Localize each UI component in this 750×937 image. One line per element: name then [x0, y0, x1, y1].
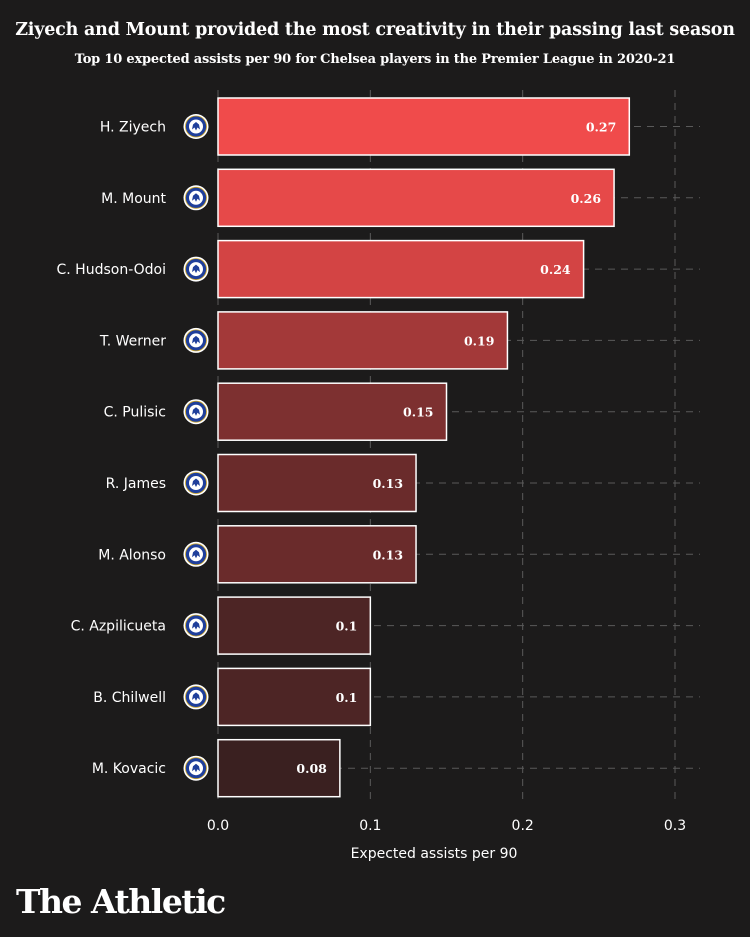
category-label: B. Chilwell — [93, 690, 166, 706]
value-label: 0.08 — [296, 761, 327, 776]
chelsea-badge-icon — [183, 470, 209, 496]
badge-gold-trim — [185, 400, 207, 423]
value-label: 0.15 — [403, 405, 433, 420]
x-tick-label: 0.0 — [207, 818, 229, 834]
bar — [217, 382, 448, 441]
badge-gold-trim — [185, 686, 207, 708]
chelsea-badge-icon — [183, 613, 209, 639]
badge-lion — [192, 621, 200, 630]
category-label: M. Mount — [101, 191, 166, 207]
category-label: C. Azpilicueta — [71, 619, 166, 635]
category-label: C. Hudson-Odoi — [57, 262, 167, 278]
badge-gold-trim — [185, 757, 207, 780]
bar-chart: 0.27 H. Ziyech 0.26 M. Mount 0.24 C. Hudson-O… — [57, 90, 700, 862]
value-label: 0.13 — [373, 547, 403, 562]
x-tick-label: 0.2 — [512, 818, 534, 834]
value-label: 0.19 — [464, 333, 494, 348]
badge-gold-trim — [185, 258, 207, 281]
bar — [217, 311, 509, 370]
chart-subtitle: Top 10 expected assists per 90 for Chels… — [74, 52, 676, 67]
category-label: H. Ziyech — [100, 120, 166, 136]
category-label: C. Pulisic — [104, 405, 166, 421]
badge-gold-trim — [185, 543, 207, 566]
bar — [217, 667, 372, 727]
bar — [217, 97, 631, 156]
bar — [217, 239, 585, 299]
badge-lion — [192, 264, 200, 274]
badge-lion — [192, 193, 200, 202]
badge-gold-trim — [185, 186, 207, 209]
value-label: 0.24 — [540, 262, 571, 277]
category-label: R. James — [106, 476, 166, 492]
chelsea-badge-icon — [183, 327, 209, 353]
chelsea-badge-icon — [183, 684, 209, 710]
badge-gold-trim — [185, 329, 207, 352]
chelsea-badge-icon — [183, 185, 209, 211]
badge-lion — [192, 335, 200, 345]
chelsea-badge-icon — [183, 256, 209, 282]
x-tick-label: 0.1 — [359, 818, 381, 834]
badge-gold-trim — [185, 472, 207, 494]
chelsea-badge-icon — [183, 541, 209, 567]
value-label: 0.1 — [336, 619, 358, 634]
value-label: 0.13 — [373, 476, 403, 491]
badge-lion — [192, 549, 200, 559]
category-label: M. Alonso — [98, 547, 166, 563]
badge-lion — [192, 692, 200, 701]
bar — [217, 596, 372, 655]
value-label: 0.27 — [586, 120, 616, 135]
bar — [217, 168, 615, 228]
badge-gold-trim — [185, 115, 207, 138]
bar — [217, 453, 417, 513]
chart-title: Ziyech and Mount provided the most creat… — [15, 20, 735, 40]
x-axis-label: Expected assists per 90 — [351, 846, 518, 862]
chelsea-badge-icon — [183, 114, 209, 139]
bar — [217, 738, 341, 798]
badge-lion — [192, 763, 200, 773]
bar — [217, 525, 417, 584]
category-label: T. Werner — [99, 333, 166, 349]
badge-gold-trim — [185, 614, 207, 637]
chelsea-badge-icon — [183, 399, 209, 425]
category-label: M. Kovacic — [92, 761, 166, 777]
badge-lion — [192, 122, 200, 131]
badge-lion — [192, 407, 200, 416]
value-label: 0.26 — [571, 191, 602, 206]
chelsea-badge-icon — [183, 755, 209, 781]
value-label: 0.1 — [336, 690, 358, 705]
the-athletic-logo: The Athletic — [16, 882, 226, 921]
x-tick-label: 0.3 — [664, 818, 686, 834]
badge-lion — [192, 478, 200, 487]
